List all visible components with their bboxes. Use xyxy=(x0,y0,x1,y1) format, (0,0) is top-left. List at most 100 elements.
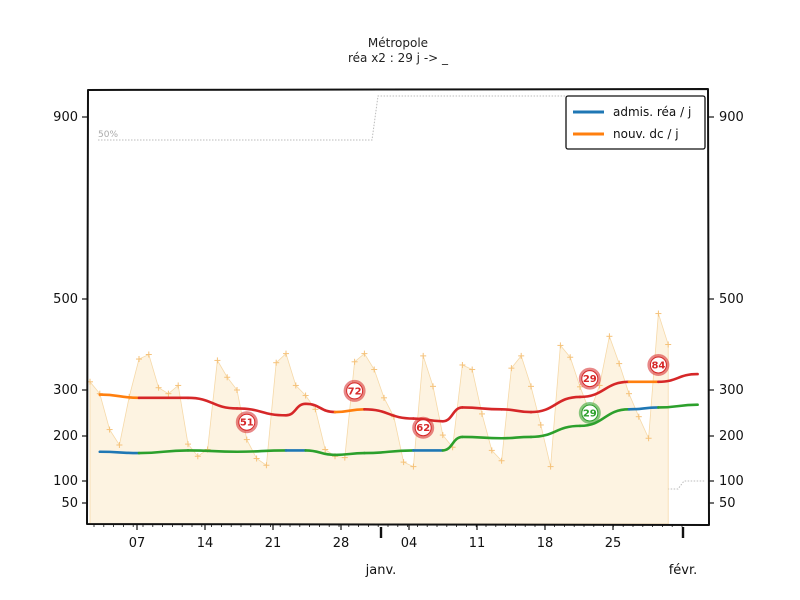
deaths-line-segment xyxy=(500,408,533,414)
annotation-badge: 29 xyxy=(578,402,601,424)
annotation-label: 29 xyxy=(583,374,597,385)
legend-box xyxy=(565,95,706,150)
daily-deaths-point xyxy=(518,352,525,359)
y-tick-label-left: 100 xyxy=(53,474,78,489)
deaths-line-segment xyxy=(529,395,582,414)
x-tick-label: 25 xyxy=(605,536,622,551)
daily-deaths-point xyxy=(439,432,446,439)
daily-deaths-point xyxy=(136,356,142,363)
x-tick-label: 28 xyxy=(333,536,350,551)
annotation-badge: 29 xyxy=(578,367,601,390)
admissions-line-segment xyxy=(657,403,699,409)
daily-deaths-point xyxy=(430,383,436,390)
annotation-label: 51 xyxy=(240,418,254,429)
daily-deaths-point xyxy=(185,441,191,448)
daily-deaths-point xyxy=(302,392,309,399)
admissions-line-segment xyxy=(363,449,415,455)
daily-deaths-point xyxy=(469,366,476,373)
admissions-line-segment xyxy=(98,450,141,455)
chart-title: Métropole xyxy=(368,36,428,50)
daily-deaths-point xyxy=(567,354,574,361)
admissions-line-segment xyxy=(500,435,533,440)
annotation-label: 84 xyxy=(651,360,665,371)
month-label: janv. xyxy=(365,563,397,578)
deaths-line-segment xyxy=(235,407,288,417)
deaths-line-segment xyxy=(441,406,464,423)
daily-deaths-point xyxy=(351,358,358,365)
daily-deaths-point xyxy=(616,360,623,367)
chart-subtitle: réa x2 : 29 j -> _ xyxy=(348,51,449,65)
daily-deaths-point xyxy=(420,352,427,359)
daily-deaths-point xyxy=(626,390,632,397)
y-tick-label-left: 900 xyxy=(53,110,78,125)
daily-deaths-point xyxy=(400,459,407,466)
series-layer xyxy=(98,372,699,457)
y-tick-labels: 900 500 300 200 100 50 900 500 300 200 100 50 xyxy=(53,110,744,511)
y-tick-label-left: 500 xyxy=(53,292,78,307)
daily-deaths-point xyxy=(224,374,231,381)
admissions-line-segment xyxy=(529,424,582,439)
y-tick-label-right: 500 xyxy=(719,292,744,307)
admissions-line-segment xyxy=(304,449,337,457)
threshold-50-label: 50% xyxy=(98,130,118,140)
admissions-line-segment xyxy=(627,406,660,411)
daily-deaths-point xyxy=(175,382,182,389)
daily-deaths-point xyxy=(635,413,642,420)
deaths-line-segment xyxy=(333,408,366,414)
daily-deaths-point xyxy=(410,463,417,470)
daily-deaths-point xyxy=(371,366,378,373)
daily-deaths-point xyxy=(155,384,162,391)
daily-deaths-point xyxy=(283,350,289,357)
daily-deaths-point xyxy=(106,426,113,433)
chart-titles: Métropole réa x2 : 29 j -> _ xyxy=(348,36,449,65)
daily-deaths-point xyxy=(263,462,270,469)
daily-deaths-point xyxy=(116,442,123,448)
x-tick-label: 07 xyxy=(129,536,146,551)
daily-deaths-point xyxy=(498,457,505,464)
deaths-line-segment xyxy=(304,402,337,414)
daily-deaths-point xyxy=(234,387,240,393)
y-tick-label-right: 900 xyxy=(719,110,744,125)
daily-deaths-point xyxy=(655,310,662,317)
deaths-line-segment xyxy=(578,380,631,399)
x-tick-label: 14 xyxy=(197,536,214,551)
deaths-line-segment xyxy=(284,402,307,417)
axes-frame xyxy=(86,88,710,526)
daily-deaths-point xyxy=(145,351,152,358)
daily-deaths-point xyxy=(214,357,221,364)
annotation-badge: 84 xyxy=(647,353,670,376)
admissions-line-segment xyxy=(235,449,288,454)
annotation-badge: 72 xyxy=(343,379,366,402)
y-tick-label-left: 200 xyxy=(53,429,78,444)
x-tick-label: 21 xyxy=(265,536,282,551)
daily-deaths-point xyxy=(273,359,280,366)
y-tick-label-right: 50 xyxy=(719,496,736,511)
daily-deaths-point xyxy=(508,365,515,372)
deaths-line-segment xyxy=(363,408,415,420)
axes xyxy=(86,88,710,526)
daily-deaths-point xyxy=(547,463,554,470)
legend-label-admissions: admis. réa / j xyxy=(613,105,691,119)
daily-deaths-point xyxy=(194,453,201,460)
daily-deaths-point xyxy=(243,436,250,443)
daily-deaths-point xyxy=(537,421,544,428)
y-tick-label-left: 50 xyxy=(61,496,78,511)
deaths-line-segment xyxy=(461,406,503,411)
admissions-line-segment xyxy=(186,449,239,454)
daily-deaths-point xyxy=(165,390,172,397)
daily-deaths-point xyxy=(645,435,652,442)
annotation-badge: 51 xyxy=(235,411,258,434)
admissions-line-segment xyxy=(441,435,464,452)
annotation-label: 72 xyxy=(348,386,362,397)
daily-deaths-point xyxy=(528,383,534,390)
daily-deaths-point xyxy=(322,446,329,453)
deaths-line-segment xyxy=(98,393,141,400)
deaths-line-segment xyxy=(186,396,239,410)
admissions-line-segment xyxy=(137,449,190,455)
y-tick-label-right: 100 xyxy=(719,474,744,489)
daily-deaths-point xyxy=(312,406,319,413)
admissions-line-segment xyxy=(333,451,366,457)
daily-deaths-point xyxy=(488,447,495,454)
daily-deaths-point xyxy=(459,361,466,368)
